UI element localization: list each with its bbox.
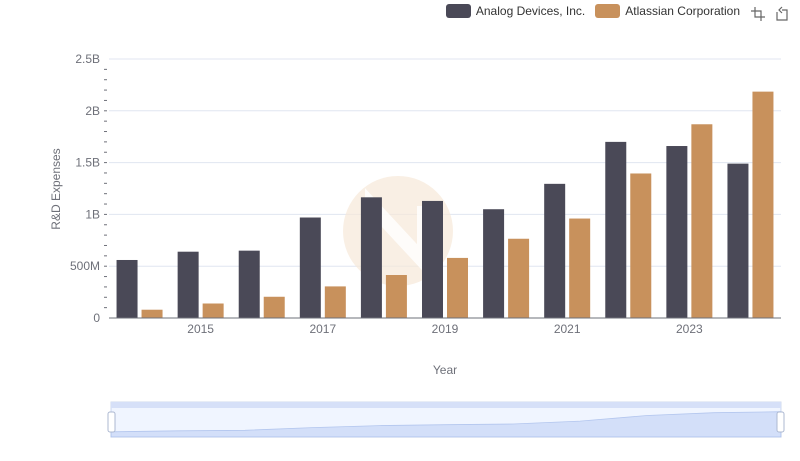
y-tick-label: 1B: [85, 207, 100, 221]
series-analog-devices: [116, 141, 749, 318]
bar-atlassian-2024: [752, 91, 774, 318]
zoom-handle-left[interactable]: [107, 411, 116, 433]
y-tick-label: 2B: [85, 104, 100, 118]
bar-analog-devices-2019: [422, 200, 443, 318]
y-minor-ticks: [104, 68, 107, 309]
legend-item-atlassian[interactable]: Atlassian Corporation: [595, 4, 740, 18]
bar-analog-devices-2020: [483, 209, 505, 318]
restore-icon[interactable]: [774, 6, 790, 22]
bar-analog-devices-2014: [116, 259, 138, 318]
y-tick-label: 1.5B: [75, 156, 100, 170]
bar-atlassian-2016: [263, 296, 285, 318]
bar-analog-devices-2018: [360, 197, 382, 318]
x-tick-label: 2015: [187, 322, 214, 336]
zoom-preview-area: [110, 411, 782, 438]
y-axis-labels: 0 500M 1B 1.5B 2B 2.5B: [70, 52, 100, 325]
series-atlassian: [141, 91, 774, 318]
y-tick-label: 0: [93, 311, 100, 325]
legend-label-analog-devices: Analog Devices, Inc.: [475, 4, 586, 18]
bar-atlassian-2014: [141, 309, 163, 318]
legend-swatch-atlassian: [595, 4, 621, 18]
y-axis-title: R&D Expenses: [49, 148, 63, 229]
legend-item-analog-devices[interactable]: Analog Devices, Inc.: [445, 4, 586, 18]
data-zoom-slider[interactable]: [107, 401, 785, 438]
toolbox: [750, 6, 790, 22]
bar-analog-devices-2023: [666, 146, 688, 318]
bar-analog-devices-2022: [605, 141, 627, 318]
bar-atlassian-2020: [508, 238, 530, 318]
bar-atlassian-2015: [202, 303, 224, 318]
legend-swatch-analog-devices: [445, 4, 471, 18]
legend: Analog Devices, Inc. Atlassian Corporati…: [445, 4, 740, 18]
x-axis-labels: 2015 2017 2019 2021 2023: [187, 322, 703, 336]
x-axis-title: Year: [433, 363, 457, 377]
bar-analog-devices-2017: [299, 217, 321, 318]
zoom-top-bar[interactable]: [111, 402, 781, 408]
bar-analog-devices-2024: [727, 163, 749, 318]
bar-analog-devices-2015: [177, 251, 199, 318]
x-tick-label: 2023: [676, 322, 703, 336]
bar-analog-devices-2016: [238, 250, 260, 318]
zoom-selected-range[interactable]: [111, 408, 781, 437]
y-tick-label: 500M: [70, 259, 100, 273]
bar-atlassian-2022: [630, 173, 652, 318]
y-tick-label: 2.5B: [75, 52, 100, 66]
bar-atlassian-2018: [385, 275, 407, 318]
bar-atlassian-2017: [324, 286, 346, 318]
bar-atlassian-2019: [447, 257, 468, 318]
zoom-handle-right[interactable]: [776, 411, 785, 433]
x-tick-label: 2019: [432, 322, 459, 336]
x-tick-label: 2021: [554, 322, 581, 336]
legend-label-atlassian: Atlassian Corporation: [625, 4, 740, 18]
zoom-icon[interactable]: [750, 6, 766, 22]
bar-analog-devices-2021: [544, 183, 566, 318]
x-tick-label: 2017: [309, 322, 336, 336]
bar-atlassian-2021: [569, 218, 591, 318]
bar-atlassian-2023: [691, 124, 713, 318]
